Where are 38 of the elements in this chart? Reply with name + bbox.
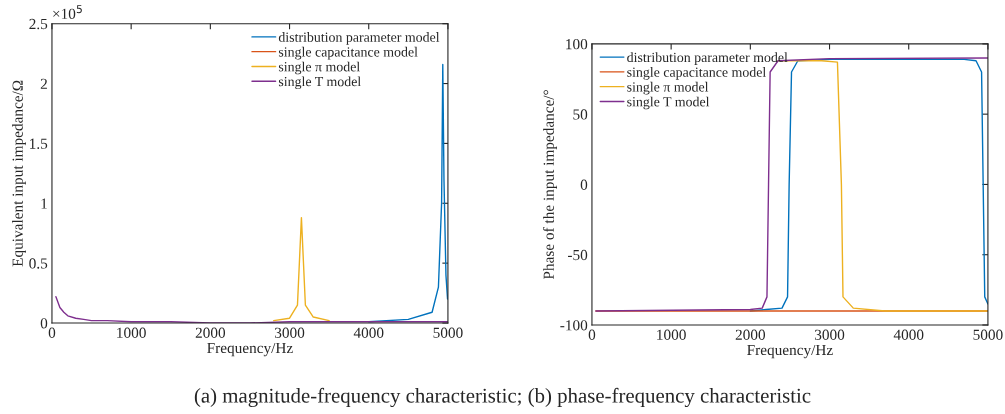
x-tick-label: 0 [588,329,596,340]
legend-label: single π model [627,81,709,95]
legend-label: distribution parameter model [278,32,440,45]
y-tick-label: 0.5 [29,258,48,269]
text: ×10$^{5}$ [53,5,82,19]
y-tick-label: 0 [40,318,48,329]
y-tick-label: 2 [40,78,47,89]
x-tick-label: 3000 [814,329,845,340]
legend-label: single T model [278,76,361,90]
legend-label: single π model [278,61,360,75]
x-tick-label: 3000 [274,327,305,338]
y-tick-label: 1 [41,198,47,209]
y-axis-title: Phase of the input impedance/° [542,90,557,280]
y-tick-label: -100 [560,320,588,331]
text: (a) magnitude-frequency characteristic; (b) phase-frequency characteristic [194,387,811,408]
legend-label: distribution parameter model [627,52,788,65]
x-axis-title: Frequency/Hz [207,342,293,357]
legend-label: single capacitance model [278,46,418,60]
x-axis-title: Frequency/Hz [747,344,833,359]
x-tick-label: 2000 [195,327,226,338]
x-tick-label: 4000 [893,329,924,340]
line-series [273,216,330,322]
y-tick-label: 100 [566,39,588,50]
legend-label: single capacitance model [627,67,766,80]
x-tick-label: 0 [48,327,56,338]
y-tick-label: 1.5 [30,138,48,149]
y-tick-label: 50 [573,109,588,120]
x-tick-label: 5000 [433,327,463,338]
x-tick-label: 5000 [973,329,1003,340]
x-tick-label: 2000 [735,329,766,340]
x-tick-label: 1000 [117,327,146,338]
x-tick-label: 1000 [657,329,686,340]
y-tick-label: 2.5 [29,18,48,30]
x-tick-label: 4000 [353,327,384,338]
y-tick-label: 0 [580,179,588,190]
y-axis-title: Equivalent input impedance/Ω [12,80,26,267]
legend-label: single T model [627,96,710,110]
y-tick-label: -50 [567,249,588,261]
